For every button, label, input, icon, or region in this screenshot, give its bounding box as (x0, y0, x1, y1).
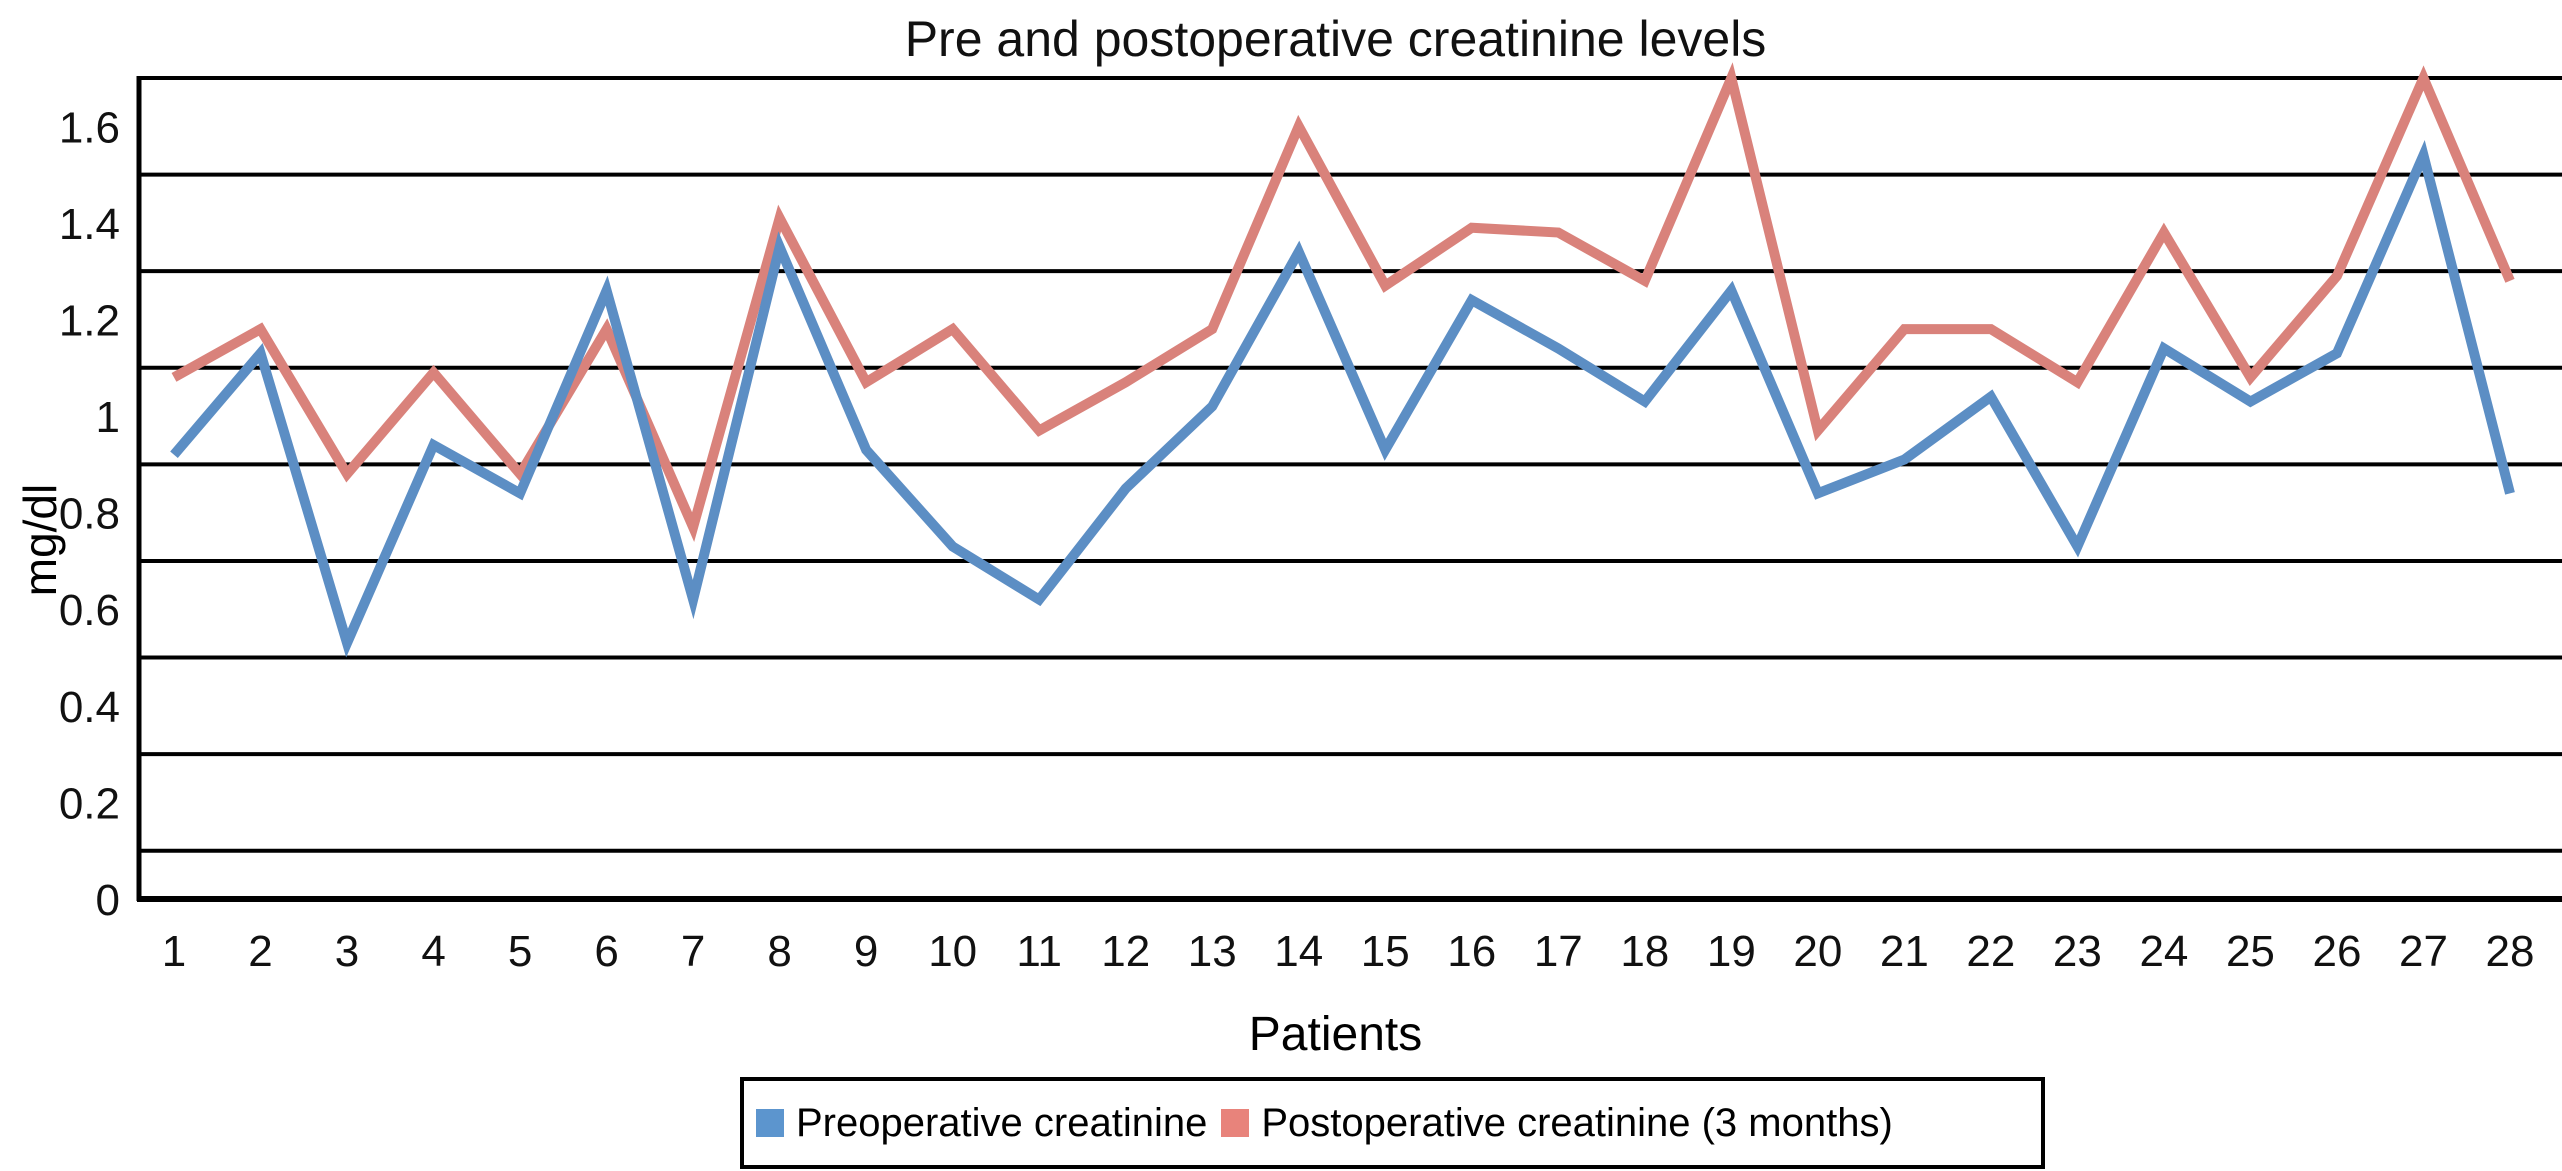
y-tick-label: 0 (96, 876, 120, 925)
x-tick-label: 14 (1274, 927, 1323, 976)
postoperative-swatch-icon (1221, 1109, 1250, 1137)
x-tick-label: 17 (1534, 927, 1583, 976)
x-tick-label: 19 (1707, 927, 1756, 976)
x-tick-label: 22 (1966, 927, 2015, 976)
y-tick-label: 1.6 (59, 103, 120, 152)
x-tick-label: 5 (508, 927, 532, 976)
x-tick-label: 6 (594, 927, 618, 976)
y-tick-label: 0.8 (59, 490, 120, 539)
x-tick-label: 16 (1447, 927, 1496, 976)
y-tick-label: 1.2 (59, 296, 120, 345)
legend-label-preoperative: Preoperative creatinine (796, 1101, 1208, 1145)
x-tick-label: 26 (2312, 927, 2361, 976)
x-tick-label: 18 (1620, 927, 1669, 976)
x-tick-label: 12 (1101, 927, 1150, 976)
y-tick-label: 0.4 (59, 683, 120, 732)
x-tick-label: 20 (1793, 927, 1842, 976)
postoperative-series-line (171, 62, 2515, 542)
legend-label-postoperative: Postoperative creatinine (3 months) (1261, 1101, 1893, 1145)
y-tick-label: 1 (96, 393, 120, 442)
x-tick-label: 13 (1188, 927, 1237, 976)
x-tick-label: 28 (2486, 927, 2535, 976)
x-tick-label: 24 (2139, 927, 2188, 976)
x-tick-label: 2 (248, 927, 272, 976)
x-tick-label: 11 (1016, 927, 1062, 976)
x-tick-label: 1 (162, 927, 186, 976)
x-tick-label: 7 (681, 927, 705, 976)
preoperative-series-line (170, 139, 2515, 658)
legend: Preoperative creatinine Postoperative cr… (740, 1077, 2045, 1169)
y-tick-label: 1.4 (59, 200, 120, 249)
x-tick-label: 3 (335, 927, 359, 976)
x-tick-label: 10 (928, 927, 977, 976)
x-tick-label: 4 (421, 927, 445, 976)
y-tick-label: 0.6 (59, 586, 120, 635)
x-tick-label: 23 (2053, 927, 2102, 976)
preoperative-swatch-icon (756, 1109, 784, 1137)
x-tick-label: 9 (854, 927, 878, 976)
x-axis-title: Patients (1248, 1008, 1423, 1061)
x-tick-label: 8 (767, 927, 791, 976)
y-axis-title: mg/dl (14, 483, 66, 597)
legend-item-preoperative: Preoperative creatinine (756, 1101, 1207, 1145)
legend-item-postoperative: Postoperative creatinine (3 months) (1221, 1101, 1893, 1145)
x-tick-label: 15 (1361, 927, 1410, 976)
x-tick-label: 27 (2399, 927, 2448, 976)
x-tick-label: 21 (1880, 927, 1929, 976)
chart-title: Pre and postoperative creatinine levels (904, 11, 1767, 67)
x-tick-label: 25 (2226, 927, 2275, 976)
y-tick-label: 0.2 (59, 779, 120, 828)
